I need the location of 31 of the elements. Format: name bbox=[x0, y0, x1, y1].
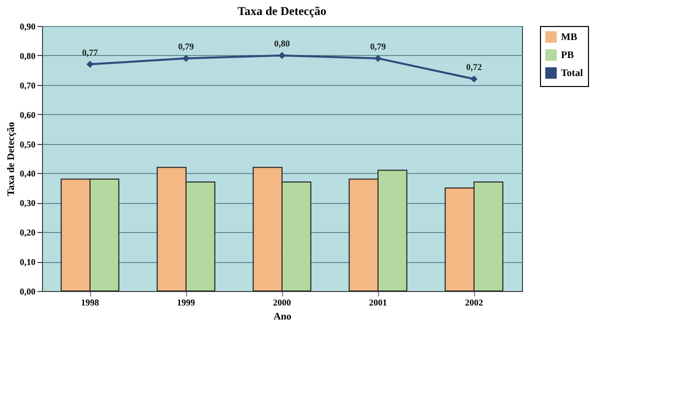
y-tick-label: 0,80 bbox=[20, 50, 36, 61]
y-tick-label: 0,70 bbox=[20, 80, 36, 90]
y-tick-label: 0,90 bbox=[20, 22, 36, 32]
x-tick-label: 2001 bbox=[369, 298, 388, 308]
x-tick-label: 2000 bbox=[273, 298, 292, 308]
data-label: 0,77 bbox=[82, 47, 98, 58]
data-label: 0,79 bbox=[370, 41, 386, 52]
x-tick-label: 2002 bbox=[465, 298, 484, 308]
y-tick-label: 0,40 bbox=[20, 168, 36, 179]
point bbox=[86, 60, 94, 68]
data-label: 0,79 bbox=[178, 41, 194, 52]
legend-label: PB bbox=[561, 50, 574, 61]
y-tick-label: 0,00 bbox=[20, 286, 36, 296]
x-tick-label: 1999 bbox=[177, 298, 196, 308]
y-tick-label: 0,30 bbox=[20, 198, 36, 208]
legend-label: MB bbox=[561, 32, 578, 43]
y-tick-label: 0,10 bbox=[20, 257, 36, 268]
y-tick-label: 0,20 bbox=[20, 228, 36, 238]
y-tick-label: 0,50 bbox=[20, 139, 36, 150]
chart-title: Taxa de Detecção bbox=[238, 4, 326, 18]
point bbox=[470, 75, 478, 83]
x-axis-title: Ano bbox=[274, 312, 292, 322]
legend-label: Total bbox=[561, 68, 584, 79]
y-tick-label: 0,60 bbox=[20, 110, 36, 120]
point bbox=[374, 54, 382, 62]
data-label: 0,72 bbox=[466, 62, 482, 72]
y-axis-title: Taxa de Detecção bbox=[6, 122, 17, 196]
data-label: 0,80 bbox=[274, 38, 290, 48]
point bbox=[182, 54, 190, 62]
x-tick-label: 1998 bbox=[81, 298, 100, 308]
point bbox=[278, 52, 286, 59]
